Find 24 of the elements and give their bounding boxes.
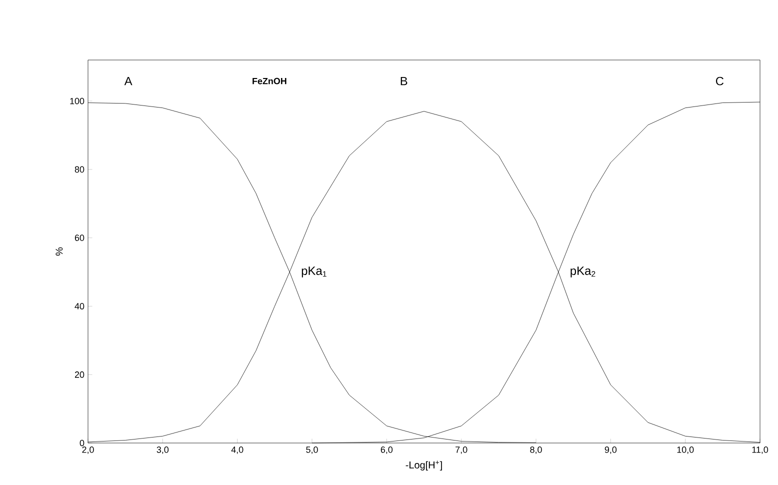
x-tick-label: 11,0 xyxy=(752,446,768,454)
x-axis-title: -Log[H$^{+}$] xyxy=(406,460,442,470)
y-tick-label: 60 xyxy=(74,234,84,241)
y-axis-title: % xyxy=(56,247,63,256)
y-tick-label: 20 xyxy=(74,371,84,378)
x-tick-label: 6,0 xyxy=(380,446,393,454)
y-tick-label: 40 xyxy=(74,303,84,310)
x-tick-label: 5,0 xyxy=(306,446,318,454)
x-tick-label: 9,0 xyxy=(604,446,617,454)
annotation: C xyxy=(716,76,724,86)
x-tick-label: 2,0 xyxy=(82,446,94,454)
x-tick-label: 8,0 xyxy=(530,446,542,454)
x-tick-label: 7,0 xyxy=(456,446,468,454)
y-tick-label: 80 xyxy=(74,166,84,173)
annotation: pKa$_{1}$ xyxy=(302,266,326,278)
annotation: pKa$_{2}$ xyxy=(570,266,596,278)
x-tick-label: 10,0 xyxy=(677,446,694,454)
text: FeZnOH xyxy=(252,78,286,84)
annotation: B xyxy=(400,76,408,86)
y-tick-label: 0 xyxy=(80,440,84,446)
x-tick-label: 4,0 xyxy=(231,446,244,454)
annotation: A xyxy=(124,76,132,86)
y-tick-label: 100 xyxy=(70,98,84,104)
x-tick-label: 3,0 xyxy=(156,446,169,454)
